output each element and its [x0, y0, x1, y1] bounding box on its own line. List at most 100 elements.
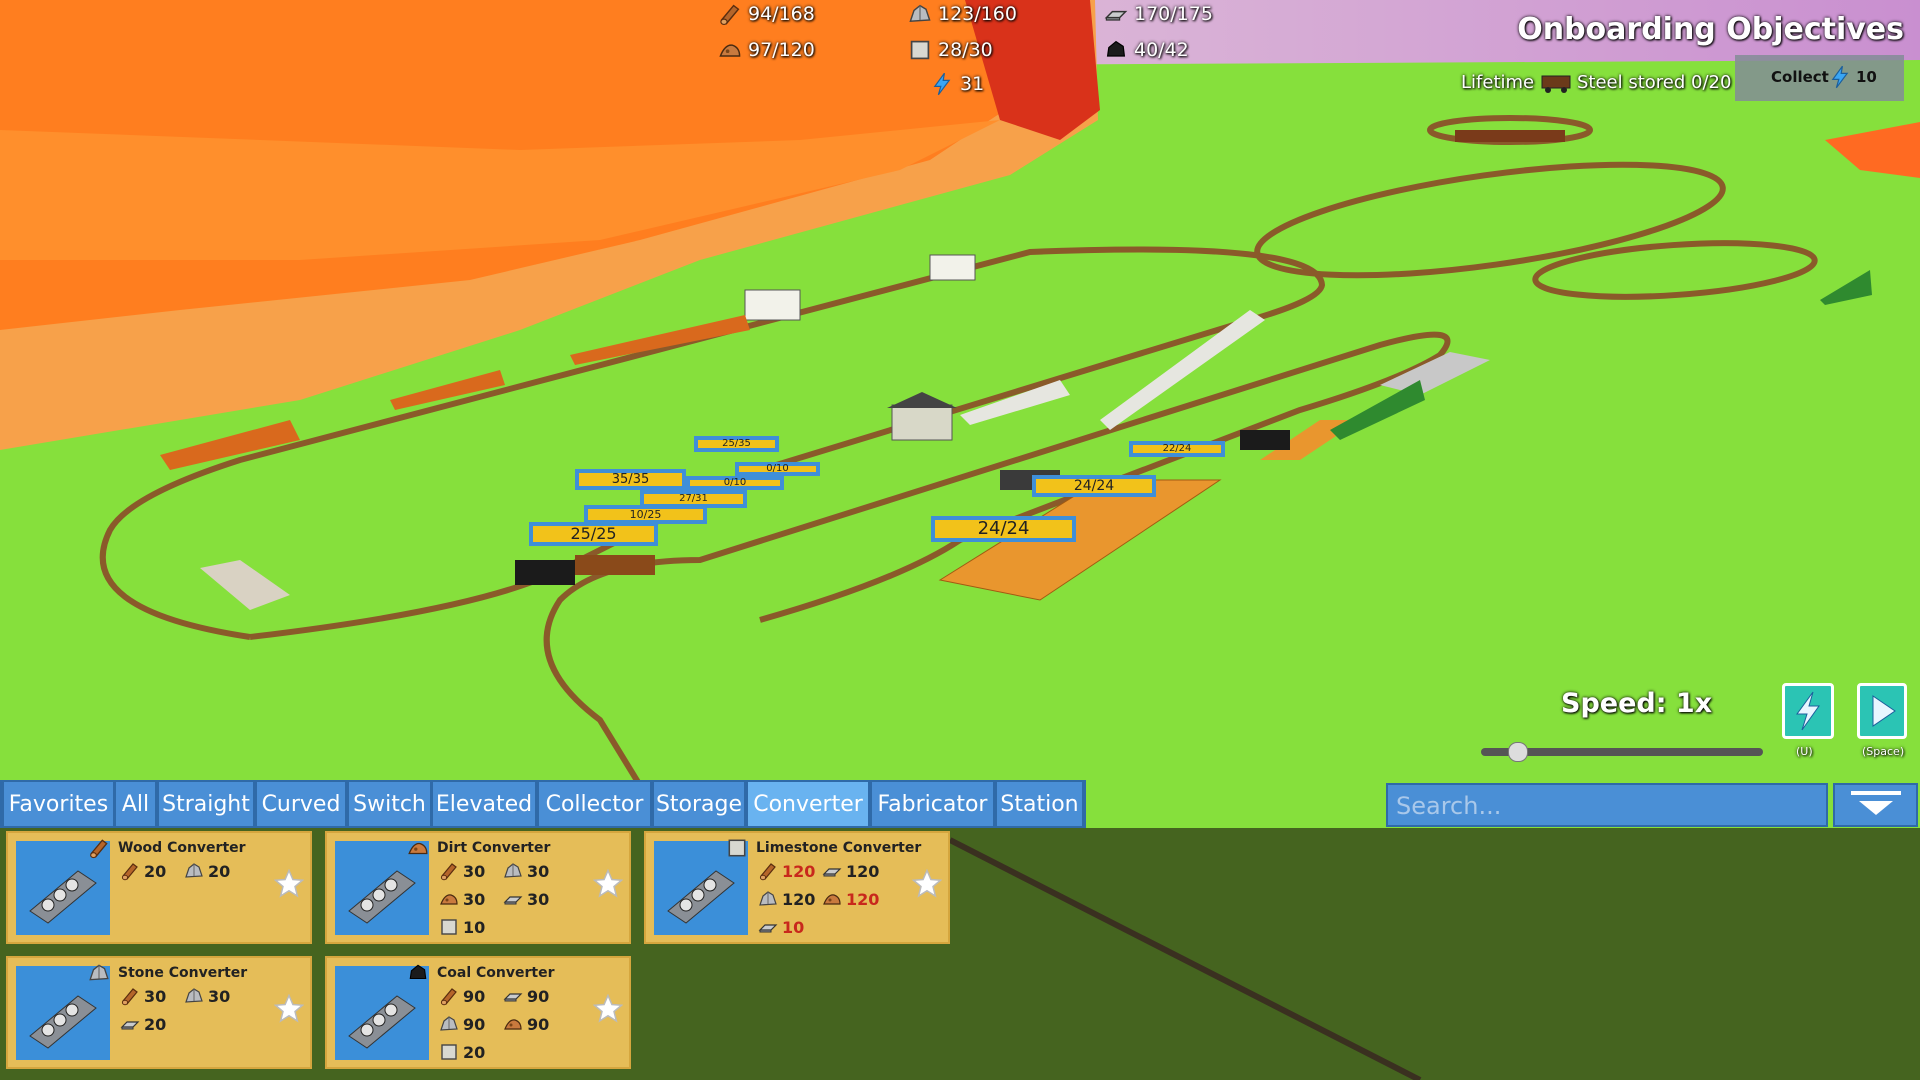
storage-label: 35/35 — [575, 469, 686, 490]
favorite-star[interactable] — [274, 994, 304, 1024]
dropdown-button[interactable] — [1833, 783, 1918, 827]
converter-model — [29, 870, 97, 924]
favorite-star[interactable] — [274, 869, 304, 899]
card-title: Dirt Converter — [437, 840, 551, 856]
ground-shadow — [0, 828, 1920, 1080]
cost-amount: 10 — [782, 917, 805, 937]
slider-handle[interactable] — [1508, 742, 1528, 762]
resource-amount: 94/168 — [748, 3, 815, 25]
speed-label: Speed: 1x — [1561, 688, 1713, 719]
coal-icon — [1104, 38, 1128, 62]
steel-icon — [503, 986, 523, 1006]
category-tab[interactable]: Favorites — [4, 782, 115, 826]
converter-model — [29, 995, 97, 1049]
converter-card[interactable]: Stone Converter 30 30 20 — [6, 956, 312, 1069]
category-tab[interactable]: Elevated — [433, 782, 537, 826]
cost-amount: 120 — [846, 861, 880, 881]
search-box[interactable]: Search... — [1386, 783, 1828, 827]
cost: 120 — [758, 889, 815, 909]
collect-label: Collect — [1771, 68, 1829, 86]
objective-label: Lifetime — [1461, 72, 1535, 93]
card-thumbnail — [335, 966, 429, 1060]
card-title: Limestone Converter — [756, 840, 922, 856]
wood-icon — [120, 861, 140, 881]
wood-icon — [718, 2, 742, 26]
converter-card[interactable]: Wood Converter 20 20 — [6, 831, 312, 944]
cost: 90 — [439, 1014, 485, 1034]
play-icon — [1872, 695, 1896, 727]
storage-label: 25/25 — [529, 522, 658, 546]
card-title: Coal Converter — [437, 965, 555, 981]
track-loop — [99, 246, 1326, 640]
resource: 97/120 — [718, 38, 815, 62]
cost: 90 — [503, 986, 549, 1006]
lime-icon — [439, 1042, 459, 1062]
card-thumbnail — [16, 966, 110, 1060]
favorite-star[interactable] — [593, 994, 623, 1024]
cost: 30 — [503, 861, 549, 881]
steel-icon — [503, 889, 523, 909]
cost-amount: 10 — [463, 917, 486, 937]
wood-icon — [758, 861, 778, 881]
cost: 30 — [439, 861, 485, 881]
card-thumbnail — [654, 841, 748, 935]
energy-icon — [930, 72, 954, 96]
track-loop — [1254, 161, 1726, 279]
speed-slider[interactable] — [1481, 748, 1763, 756]
converter-model — [348, 995, 416, 1049]
category-tab[interactable]: Straight — [159, 782, 255, 826]
cost: 20 — [439, 1042, 485, 1062]
dirt-icon — [822, 889, 842, 909]
category-tab[interactable]: Switch — [349, 782, 432, 826]
dirt-icon — [439, 889, 459, 909]
resource: 94/168 — [718, 2, 815, 26]
resource-amount: 40/42 — [1134, 39, 1189, 61]
category-tab[interactable]: All — [116, 782, 157, 826]
category-tab[interactable]: Collector — [539, 782, 652, 826]
category-tab[interactable]: Converter — [748, 782, 870, 826]
cost: 30 — [184, 986, 230, 1006]
converter-card[interactable]: Dirt Converter 30 30 30 30 10 — [325, 831, 631, 944]
cost: 30 — [503, 889, 549, 909]
converter-card[interactable]: Coal Converter 90 90 90 90 20 — [325, 956, 631, 1069]
stone-icon — [503, 861, 523, 881]
converter-card[interactable]: Limestone Converter 120 120 120 120 10 — [644, 831, 950, 944]
cost: 90 — [439, 986, 485, 1006]
resource: 40/42 — [1104, 38, 1189, 62]
category-tab[interactable]: Curved — [257, 782, 347, 826]
resource-amount: 31 — [960, 73, 985, 95]
cost-amount: 90 — [527, 1014, 550, 1034]
stone-icon — [439, 1014, 459, 1034]
stone-icon — [758, 889, 778, 909]
category-tab[interactable]: Storage — [654, 782, 746, 826]
lime-icon — [439, 917, 459, 937]
wood-icon — [439, 861, 459, 881]
dirt-icon — [503, 1014, 523, 1034]
cost-amount: 20 — [144, 1014, 167, 1034]
wagon-icon — [1541, 75, 1571, 93]
lime-icon — [908, 38, 932, 62]
coal-icon — [407, 962, 429, 984]
cost-amount: 30 — [527, 889, 550, 909]
objective-task: Steel stored 0/20 — [1577, 72, 1732, 93]
category-tab[interactable]: Station — [997, 782, 1084, 826]
bolt-icon — [1796, 691, 1820, 731]
collect-button[interactable]: Collect 10 — [1735, 55, 1904, 101]
cost: 20 — [120, 861, 166, 881]
dirt-icon — [718, 38, 742, 62]
stone-icon — [88, 962, 110, 984]
dropdown-icon — [1851, 791, 1901, 815]
cliff-right — [1825, 122, 1920, 178]
play-button[interactable] — [1857, 683, 1907, 739]
category-tab[interactable]: Fabricator — [872, 782, 995, 826]
favorite-star[interactable] — [593, 869, 623, 899]
boost-button[interactable] — [1782, 683, 1834, 739]
cost: 120 — [758, 861, 815, 881]
card-thumbnail — [335, 841, 429, 935]
resource-amount: 170/175 — [1134, 3, 1213, 25]
favorite-star[interactable] — [912, 869, 942, 899]
cost-amount: 30 — [144, 986, 167, 1006]
stone-icon — [184, 861, 204, 881]
dirt-icon — [407, 837, 429, 859]
